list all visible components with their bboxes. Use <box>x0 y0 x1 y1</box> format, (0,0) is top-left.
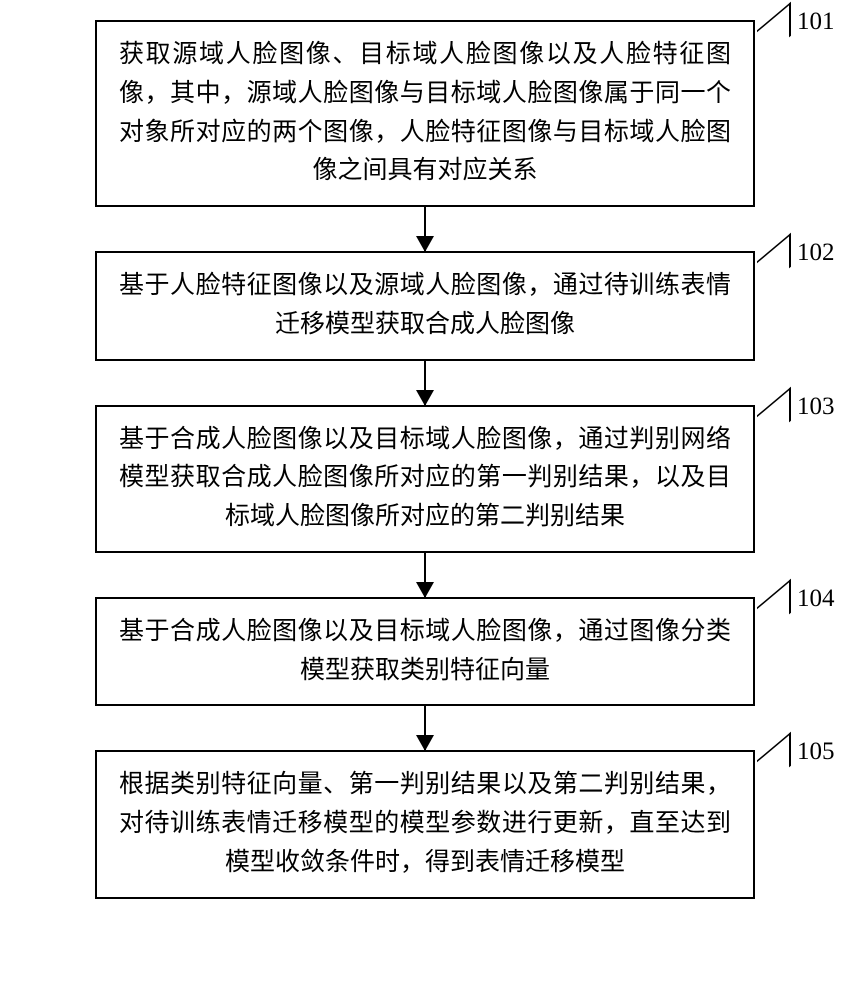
flowchart-container: 获取源域人脸图像、目标域人脸图像以及人脸特征图像，其中，源域人脸图像与目标域人脸… <box>50 20 800 899</box>
flow-node-4: 基于合成人脸图像以及目标域人脸图像，通过图像分类模型获取类别特征向量 104 <box>95 597 755 707</box>
node-text: 获取源域人脸图像、目标域人脸图像以及人脸特征图像，其中，源域人脸图像与目标域人脸… <box>119 36 731 191</box>
arrow-down-icon <box>424 553 426 597</box>
arrow-connector <box>50 207 800 251</box>
arrow-connector <box>50 361 800 405</box>
node-text: 基于合成人脸图像以及目标域人脸图像，通过图像分类模型获取类别特征向量 <box>119 613 731 691</box>
node-text: 基于合成人脸图像以及目标域人脸图像，通过判别网络模型获取合成人脸图像所对应的第一… <box>119 421 731 537</box>
node-label: 103 <box>797 393 835 421</box>
flow-node-2: 基于人脸特征图像以及源域人脸图像，通过待训练表情迁移模型获取合成人脸图像 102 <box>95 251 755 361</box>
arrow-connector <box>50 706 800 750</box>
node-label: 102 <box>797 239 835 267</box>
label-lead <box>757 2 791 65</box>
node-text: 基于人脸特征图像以及源域人脸图像，通过待训练表情迁移模型获取合成人脸图像 <box>119 267 731 345</box>
arrow-down-icon <box>424 207 426 251</box>
flow-node-5: 根据类别特征向量、第一判别结果以及第二判别结果，对待训练表情迁移模型的模型参数进… <box>95 750 755 898</box>
node-label: 101 <box>797 8 835 36</box>
node-label: 105 <box>797 738 835 766</box>
flow-node-1: 获取源域人脸图像、目标域人脸图像以及人脸特征图像，其中，源域人脸图像与目标域人脸… <box>95 20 755 207</box>
arrow-connector <box>50 553 800 597</box>
arrow-down-icon <box>424 361 426 405</box>
arrow-down-icon <box>424 706 426 750</box>
flow-node-3: 基于合成人脸图像以及目标域人脸图像，通过判别网络模型获取合成人脸图像所对应的第一… <box>95 405 755 553</box>
node-text: 根据类别特征向量、第一判别结果以及第二判别结果，对待训练表情迁移模型的模型参数进… <box>119 766 731 882</box>
node-label: 104 <box>797 585 835 613</box>
